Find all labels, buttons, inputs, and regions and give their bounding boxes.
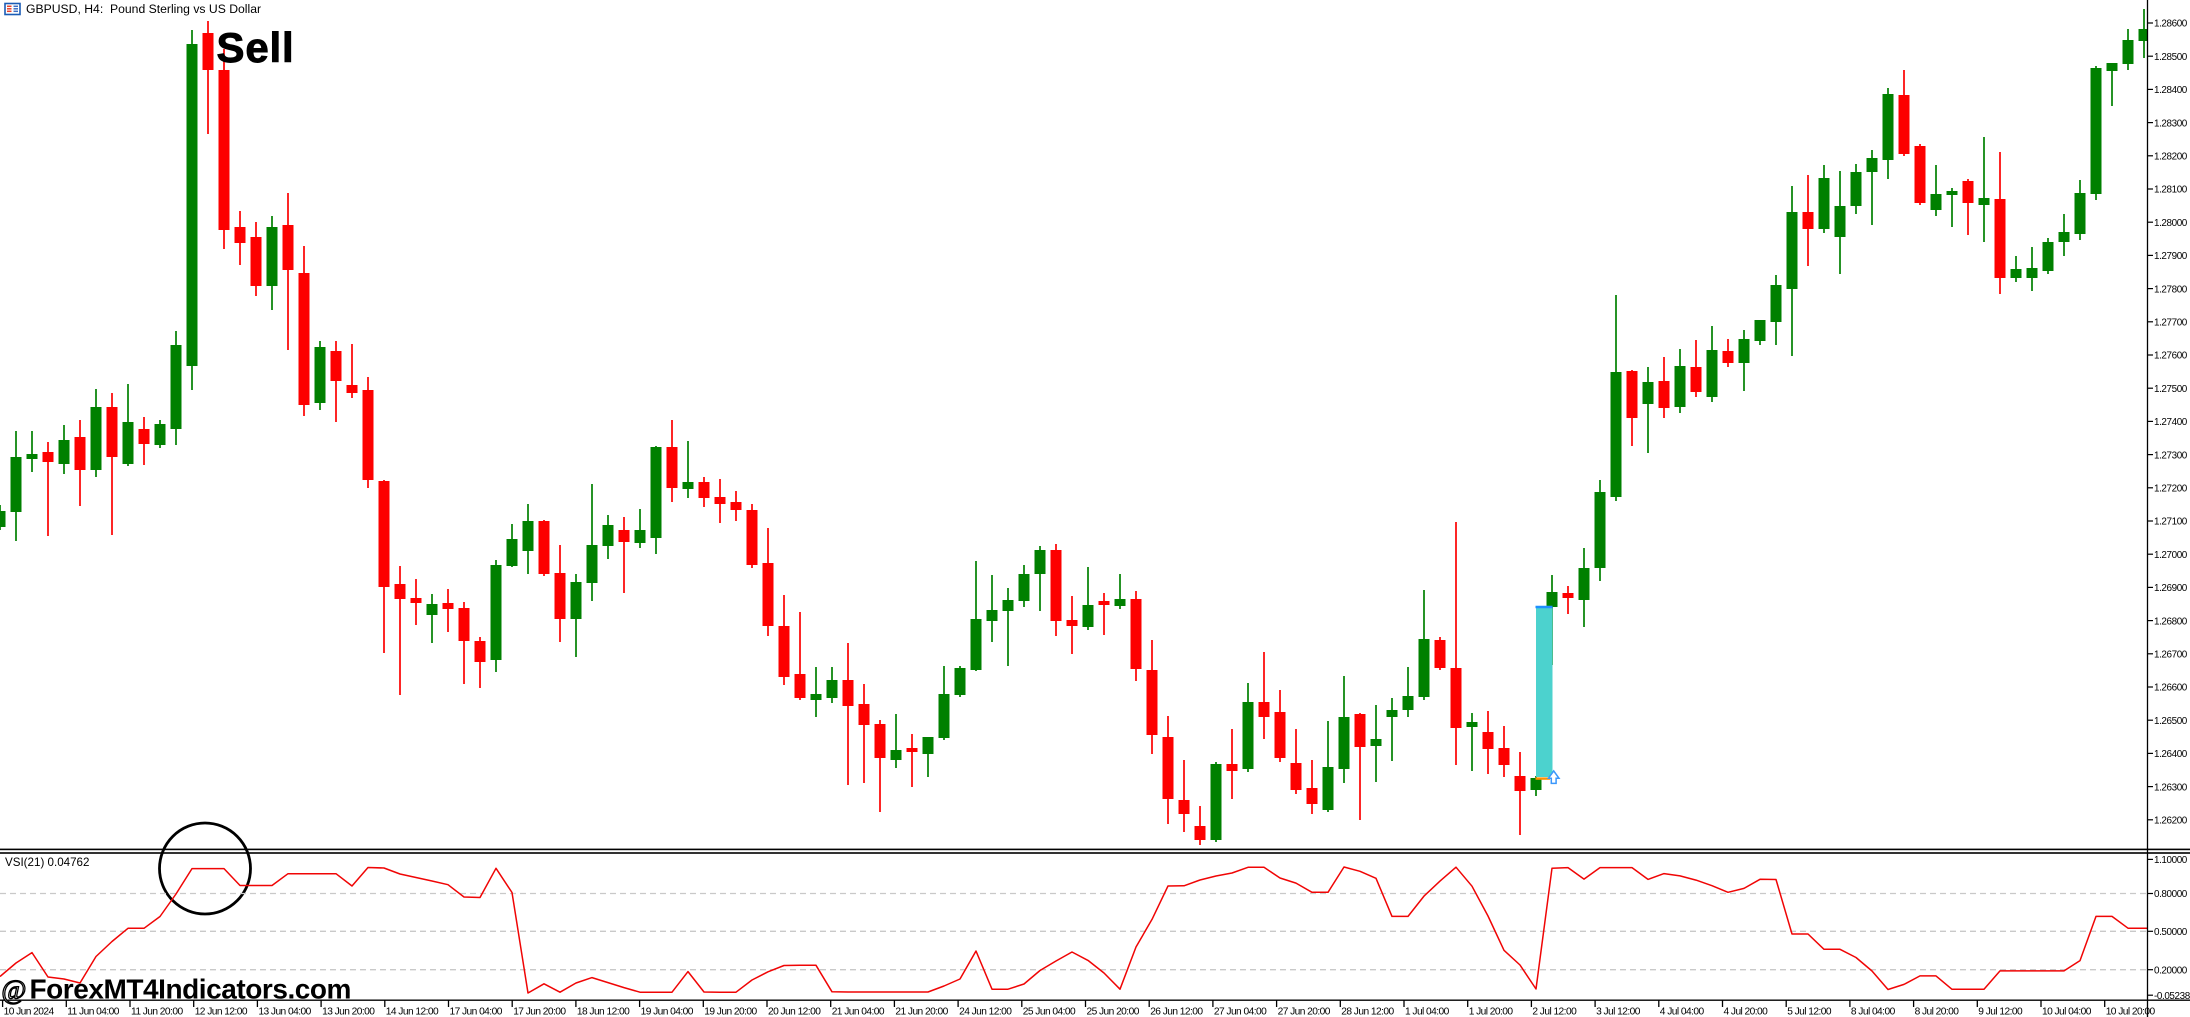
svg-text:1.27700: 1.27700 xyxy=(2154,318,2188,329)
svg-text:1.27300: 1.27300 xyxy=(2154,450,2188,461)
svg-text:28 Jun 12:00: 28 Jun 12:00 xyxy=(1341,1006,1394,1017)
svg-text:1.27800: 1.27800 xyxy=(2154,284,2188,295)
svg-text:17 Jun 04:00: 17 Jun 04:00 xyxy=(450,1006,503,1017)
svg-text:1.26800: 1.26800 xyxy=(2154,616,2188,627)
svg-text:8 Jul 04:00: 8 Jul 04:00 xyxy=(1851,1006,1896,1017)
svg-text:1.26500: 1.26500 xyxy=(2154,716,2188,727)
svg-text:1.26300: 1.26300 xyxy=(2154,782,2188,793)
svg-text:19 Jun 04:00: 19 Jun 04:00 xyxy=(641,1006,694,1017)
svg-text:1.28500: 1.28500 xyxy=(2154,52,2188,63)
svg-text:1.27500: 1.27500 xyxy=(2154,384,2188,395)
svg-text:12 Jun 12:00: 12 Jun 12:00 xyxy=(195,1006,248,1017)
svg-text:9 Jul 12:00: 9 Jul 12:00 xyxy=(1978,1006,2023,1017)
svg-text:1 Jul 20:00: 1 Jul 20:00 xyxy=(1469,1006,1514,1017)
svg-text:11 Jun 20:00: 11 Jun 20:00 xyxy=(131,1006,183,1017)
svg-text:1.26400: 1.26400 xyxy=(2154,749,2188,760)
svg-text:1.28100: 1.28100 xyxy=(2154,185,2188,196)
svg-text:10 Jul 20:00: 10 Jul 20:00 xyxy=(2106,1006,2156,1017)
svg-text:0.20000: 0.20000 xyxy=(2154,965,2188,976)
svg-text:1.26600: 1.26600 xyxy=(2154,683,2188,694)
svg-text:@: @ xyxy=(2,975,27,1005)
svg-text:1.28400: 1.28400 xyxy=(2154,85,2188,96)
svg-text:0.50000: 0.50000 xyxy=(2154,927,2188,938)
svg-text:14 Jun 12:00: 14 Jun 12:00 xyxy=(386,1006,439,1017)
svg-text:0.80000: 0.80000 xyxy=(2154,889,2188,900)
svg-text:2 Jul 12:00: 2 Jul 12:00 xyxy=(1532,1006,1577,1017)
svg-text:1.28000: 1.28000 xyxy=(2154,218,2188,229)
svg-text:1.10000: 1.10000 xyxy=(2154,855,2188,866)
svg-text:10 Jul 04:00: 10 Jul 04:00 xyxy=(2042,1006,2092,1017)
svg-text:17 Jun 20:00: 17 Jun 20:00 xyxy=(513,1006,566,1017)
svg-text:1.27400: 1.27400 xyxy=(2154,417,2188,428)
svg-text:1.26700: 1.26700 xyxy=(2154,650,2188,661)
svg-text:1.28300: 1.28300 xyxy=(2154,118,2188,129)
svg-text:21 Jun 04:00: 21 Jun 04:00 xyxy=(832,1006,885,1017)
svg-text:3 Jul 12:00: 3 Jul 12:00 xyxy=(1596,1006,1641,1017)
svg-text:25 Jun 04:00: 25 Jun 04:00 xyxy=(1023,1006,1076,1017)
svg-text:1.28200: 1.28200 xyxy=(2154,152,2188,163)
svg-text:10 Jun 2024: 10 Jun 2024 xyxy=(4,1006,55,1017)
svg-text:1.27600: 1.27600 xyxy=(2154,351,2188,362)
svg-text:1.27100: 1.27100 xyxy=(2154,517,2188,528)
svg-text:26 Jun 12:00: 26 Jun 12:00 xyxy=(1150,1006,1203,1017)
svg-text:13 Jun 20:00: 13 Jun 20:00 xyxy=(322,1006,375,1017)
svg-text:1.26900: 1.26900 xyxy=(2154,583,2188,594)
svg-text:8 Jul 20:00: 8 Jul 20:00 xyxy=(1915,1006,1960,1017)
svg-text:1.27200: 1.27200 xyxy=(2154,484,2188,495)
svg-text:24 Jun 12:00: 24 Jun 12:00 xyxy=(959,1006,1012,1017)
svg-text:27 Jun 20:00: 27 Jun 20:00 xyxy=(1278,1006,1331,1017)
svg-text:4 Jul 04:00: 4 Jul 04:00 xyxy=(1660,1006,1705,1017)
svg-text:-0.05238: -0.05238 xyxy=(2154,991,2190,1002)
svg-text:20 Jun 12:00: 20 Jun 12:00 xyxy=(768,1006,821,1017)
svg-text:GBPUSD, H4: Pound Sterling vs: GBPUSD, H4: Pound Sterling vs US Dollar xyxy=(26,2,261,16)
svg-text:19 Jun 20:00: 19 Jun 20:00 xyxy=(704,1006,757,1017)
svg-text:1.27900: 1.27900 xyxy=(2154,251,2188,262)
svg-text:5 Jul 12:00: 5 Jul 12:00 xyxy=(1787,1006,1832,1017)
svg-text:1.28600: 1.28600 xyxy=(2154,19,2188,30)
svg-text:1.26200: 1.26200 xyxy=(2154,816,2188,827)
svg-text:4 Jul 20:00: 4 Jul 20:00 xyxy=(1724,1006,1769,1017)
svg-text:21 Jun 20:00: 21 Jun 20:00 xyxy=(895,1006,948,1017)
svg-text:1 Jul 04:00: 1 Jul 04:00 xyxy=(1405,1006,1450,1017)
svg-text:25 Jun 20:00: 25 Jun 20:00 xyxy=(1087,1006,1140,1017)
svg-text:18 Jun 12:00: 18 Jun 12:00 xyxy=(577,1006,630,1017)
svg-text:13 Jun 04:00: 13 Jun 04:00 xyxy=(258,1006,311,1017)
svg-text:VSI(21) 0.04762: VSI(21) 0.04762 xyxy=(5,856,89,869)
svg-text:1.27000: 1.27000 xyxy=(2154,550,2188,561)
svg-text:11 Jun 04:00: 11 Jun 04:00 xyxy=(67,1006,119,1017)
svg-text:Sell: Sell xyxy=(217,24,295,71)
svg-text:ForexMT4Indicators.com: ForexMT4Indicators.com xyxy=(30,974,352,1005)
svg-text:27 Jun 04:00: 27 Jun 04:00 xyxy=(1214,1006,1267,1017)
